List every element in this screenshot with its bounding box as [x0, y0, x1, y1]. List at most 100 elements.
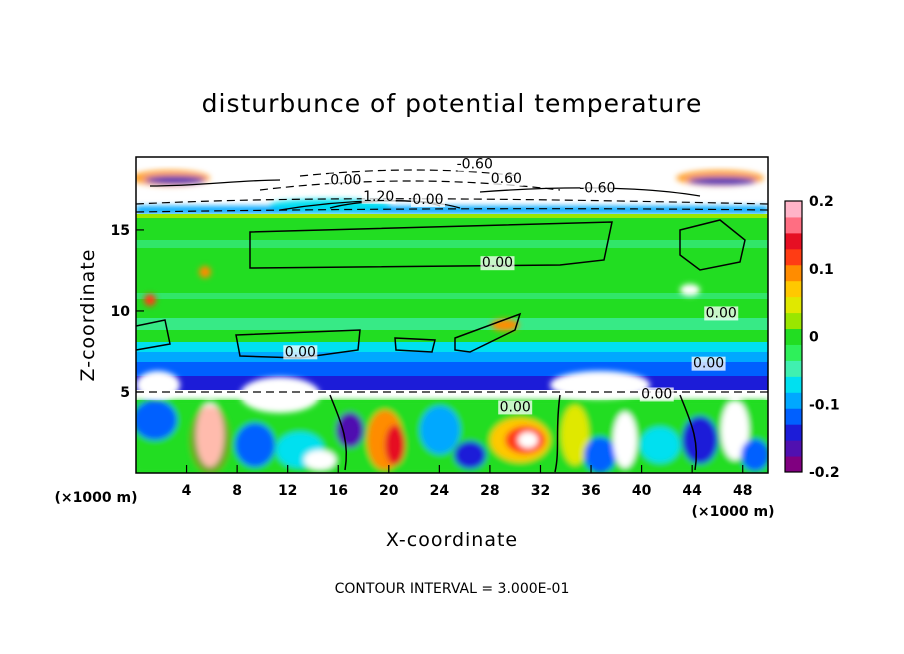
cool-band-blue — [136, 362, 768, 376]
colorbar-tick-label: 0.1 — [809, 262, 834, 278]
temperature-field: -0.600.00 0.60-0.601.20 0.000.000.000.000.… — [136, 156, 768, 473]
contour-label: -0.60 — [579, 181, 615, 197]
contour-label-bg — [691, 356, 726, 371]
contour-zero-lower-2 — [554, 394, 561, 473]
contour-label: 0.00 — [285, 344, 316, 360]
x-tick-label: 8 — [232, 483, 242, 499]
dashed-contour-upper-2 — [259, 180, 561, 191]
x-axis-label: X-coordinate — [386, 529, 518, 551]
contour-label: 0.00 — [641, 386, 672, 402]
colorbar-tick-label: -0.2 — [809, 465, 840, 481]
x-tick-label: 4 — [182, 483, 192, 499]
colorbar-swatch — [785, 424, 802, 441]
colorbar-ticks: 0.2 0.1 0 -0.1 -0.2 — [809, 194, 840, 481]
plumes — [136, 266, 700, 413]
contour-label-bg — [639, 387, 674, 402]
contour-zero-mid-left — [235, 329, 361, 359]
x-unit-left: (×1000 m) — [55, 490, 138, 506]
mid-band-3 — [136, 318, 768, 330]
inversion-white — [136, 390, 768, 400]
solid-contour-upper-4 — [149, 179, 281, 187]
contour-label-bg — [283, 345, 318, 360]
x-tick-label: 48 — [733, 483, 752, 499]
contour-label: 0.00 — [706, 305, 737, 321]
chart-title: disturbunce of potential temperature — [202, 89, 703, 118]
contour-labels: -0.600.00 0.60-0.601.20 0.000.000.000.000.… — [283, 156, 739, 415]
tropopause-line — [136, 214, 768, 218]
dashed-contour-upper-3 — [299, 169, 521, 177]
contour-label-bg — [489, 171, 524, 186]
x-tick-label: 44 — [682, 483, 702, 499]
colorbar-swatch — [785, 264, 802, 282]
contour-label-bg — [410, 192, 445, 207]
contour-label-bg — [580, 181, 615, 196]
cool-band-cyan — [136, 342, 768, 352]
contour-label-bg — [361, 189, 396, 204]
x-tick-label: 24 — [430, 483, 450, 499]
colorbar-swatch — [785, 248, 802, 266]
y-tick-label: 10 — [111, 304, 131, 320]
contour-interval-note: CONTOUR INTERVAL = 3.000E-01 — [335, 581, 570, 597]
colorbar-swatch — [785, 216, 802, 234]
contour-zero-upper — [249, 221, 613, 269]
contour-label: 0.00 — [693, 356, 724, 372]
colorbar-swatch — [785, 456, 802, 473]
contour-label-bg — [328, 173, 363, 188]
colorbar-swatch — [785, 280, 802, 298]
y-tick-label: 15 — [111, 223, 130, 239]
x-tick-label: 28 — [480, 483, 499, 499]
contour-label: 0.00 — [412, 192, 443, 208]
x-tick-label: 16 — [328, 483, 347, 499]
contour-zero-mid-edge — [136, 319, 171, 351]
plot-frame — [135, 156, 769, 474]
contour-lines — [136, 219, 746, 473]
colorbar-swatch — [785, 201, 802, 218]
colorbar-swatch — [785, 312, 802, 330]
lower-turbulence — [136, 400, 768, 473]
colorbar-swatch — [785, 408, 802, 425]
colorbar-swatch — [785, 232, 802, 250]
x-unit-right: (×1000 m) — [692, 504, 775, 520]
colorbar-tick-label: -0.1 — [809, 397, 840, 413]
colorbar-swatch — [785, 360, 802, 377]
contour-label: 0.00 — [330, 173, 361, 189]
y-axis-label: Z-coordinate — [77, 249, 99, 382]
colorbar-swatch — [785, 344, 802, 361]
x-tick-label: 20 — [379, 483, 399, 499]
colorbar-frame — [784, 200, 803, 473]
contour-label: -0.60 — [457, 156, 493, 172]
contour-label-bg — [480, 256, 515, 271]
mid-band-1 — [136, 240, 768, 248]
dashed-contour-upper-4 — [136, 208, 768, 213]
contour-label-bg — [704, 306, 739, 321]
colorbar-tick-label: 0 — [809, 330, 819, 346]
contour-zero-mid-center — [394, 337, 436, 353]
colorbar-tick-label: 0.2 — [809, 194, 834, 210]
contour-zero-lower-3 — [679, 394, 698, 471]
contour-label: 0.60 — [491, 171, 522, 187]
contour-zero-upper-right — [679, 219, 746, 271]
contour-label-bg — [498, 400, 533, 415]
y-axis-ticks: 5 10 15 — [111, 223, 144, 401]
x-tick-label: 40 — [632, 483, 652, 499]
x-tick-label: 12 — [278, 483, 297, 499]
contour-label: 0.00 — [500, 399, 531, 415]
contour-label-bg — [457, 157, 492, 172]
x-tick-label: 32 — [531, 483, 550, 499]
colorbar-swatch — [785, 440, 802, 457]
colorbar-swatch — [785, 376, 802, 393]
x-tick-label: 36 — [581, 483, 600, 499]
contour-zero-lower-1 — [329, 394, 348, 471]
y-tick-label: 5 — [120, 385, 130, 401]
colorbar-swatch — [785, 392, 802, 409]
contour-zero-mid-right — [454, 312, 522, 353]
cool-band-lightblue — [136, 352, 768, 362]
colorbar-swatch — [785, 296, 802, 314]
x-axis-ticks: 4 8 12 16 20 24 28 32 36 40 44 48 — [182, 465, 752, 499]
colorbar — [784, 200, 803, 473]
mid-band-2 — [136, 293, 768, 299]
contour-label: 1.20 — [363, 189, 394, 205]
contour-label: 0.00 — [482, 255, 513, 271]
colorbar-swatch — [785, 328, 802, 345]
